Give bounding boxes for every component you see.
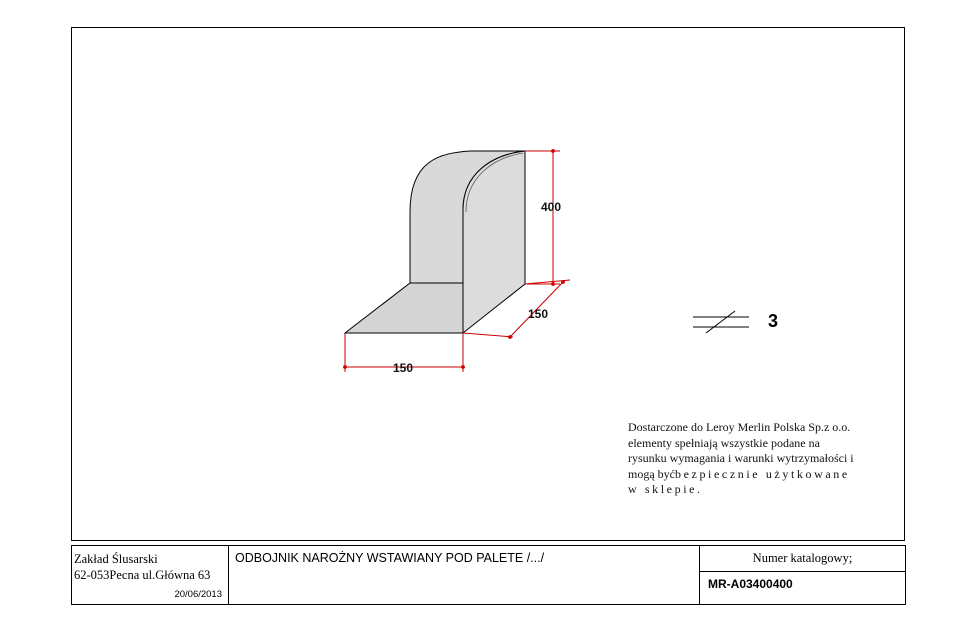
quantity-symbol — [693, 310, 749, 334]
product-title: ODBOJNIK NAROŻNY WSTAWIANY POD PALETE /.… — [235, 551, 545, 565]
note-spaced-text: bezpiecznie użytkowane — [675, 466, 850, 481]
compliance-note: Dostarczone do Leroy Merlin Polska Sp.z … — [628, 420, 908, 498]
dimension-height — [525, 149, 560, 286]
dimension-height-label: 400 — [541, 200, 562, 214]
quantity-label: 3 — [768, 311, 779, 331]
part-base-face — [343, 282, 464, 334]
dimension-depth — [462, 279, 571, 339]
note-text: mogą być — [628, 466, 675, 481]
note-line: mogą byćbezpiecznie użytkowane — [628, 467, 908, 483]
title-cell: ODBOJNIK NAROŻNY WSTAWIANY POD PALETE /.… — [229, 546, 700, 604]
catalog-number: MR-A03400400 — [708, 577, 793, 591]
dimension-depth-label: 150 — [528, 307, 549, 321]
company-address: 62-053Pecna ul.Główna 63 — [74, 568, 211, 582]
part-edge-line — [465, 152, 524, 213]
company-name: Zakład Ślusarski — [74, 552, 158, 566]
drawing-date: 20/06/2013 — [174, 589, 222, 600]
company-cell: Zakład Ślusarski 62-053Pecna ul.Główna 6… — [72, 546, 229, 604]
catalog-cell: Numer katalogowy; MR-A03400400 — [700, 546, 905, 604]
catalog-label: Numer katalogowy; — [752, 551, 853, 565]
drawing-frame — [71, 27, 905, 541]
note-line: elementy spełniają wszystkie podane na — [628, 435, 820, 450]
dimension-width — [343, 333, 465, 372]
title-block: Zakład Ślusarski 62-053Pecna ul.Główna 6… — [71, 545, 906, 605]
note-line: rysunku wymagania i warunki wytrzymałośc… — [628, 451, 854, 465]
note-line: Dostarczone do Leroy Merlin Polska Sp.z … — [628, 420, 851, 434]
note-line: w sklepie. — [628, 482, 703, 496]
catalog-divider — [700, 571, 905, 572]
dimension-width-label: 150 — [393, 361, 414, 375]
part-side-face — [462, 150, 526, 335]
